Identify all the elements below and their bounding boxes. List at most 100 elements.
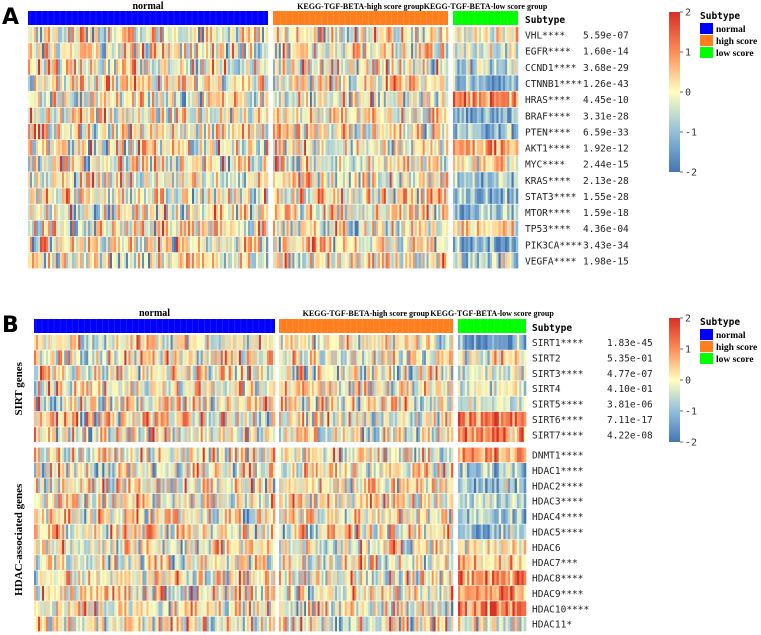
heat-cell xyxy=(321,335,324,350)
heat-cell xyxy=(342,396,346,412)
heat-cell xyxy=(358,123,361,140)
heat-cell xyxy=(331,381,334,396)
heat-cell xyxy=(106,365,109,381)
heat-cell xyxy=(114,396,117,412)
heat-cell xyxy=(443,335,446,350)
heat-cell xyxy=(130,139,133,156)
heat-cell xyxy=(238,172,241,188)
heat-cell xyxy=(502,236,506,253)
heat-cell xyxy=(492,139,495,156)
heat-cell xyxy=(246,123,249,140)
heat-cell xyxy=(122,172,125,188)
heat-cell xyxy=(381,107,385,124)
heat-cell xyxy=(436,252,439,269)
heat-cell xyxy=(34,107,37,124)
heat-cell xyxy=(395,220,398,237)
heat-cell xyxy=(228,75,231,91)
heat-cell xyxy=(479,139,482,156)
heat-cell xyxy=(56,335,59,350)
heat-cell xyxy=(226,107,229,124)
heat-cell xyxy=(100,107,103,124)
heat-cell xyxy=(198,27,201,43)
heat-cell xyxy=(262,188,265,204)
heat-cell xyxy=(208,220,211,237)
heat-cell xyxy=(252,123,255,140)
heat-cell xyxy=(379,236,383,253)
heat-cell xyxy=(498,59,501,75)
heat-cell xyxy=(238,27,241,43)
heat-cell xyxy=(64,107,67,124)
heat-cell xyxy=(387,107,390,124)
heat-cell xyxy=(86,156,89,172)
heat-cell xyxy=(511,220,514,237)
heat-cell xyxy=(68,252,71,269)
heat-cell xyxy=(505,75,508,91)
heat-cell xyxy=(296,381,299,396)
heat-cell xyxy=(268,396,272,412)
heat-cell xyxy=(319,75,322,91)
heat-cell xyxy=(94,172,97,188)
heat-cell xyxy=(519,350,522,366)
gene-label: MTOR**** xyxy=(525,208,571,219)
heat-cell xyxy=(282,43,285,59)
heat-cell xyxy=(202,43,205,59)
heat-cell xyxy=(507,365,511,381)
heat-cell xyxy=(200,335,203,350)
heat-cell xyxy=(226,236,229,253)
heat-cell xyxy=(220,252,223,269)
heat-cell xyxy=(370,156,373,172)
heat-cell xyxy=(36,75,39,91)
heat-cell xyxy=(321,27,324,43)
heat-cell xyxy=(407,172,410,188)
heat-cell xyxy=(496,27,499,43)
heat-cell xyxy=(416,236,420,253)
heat-cell xyxy=(184,156,187,172)
heat-cell xyxy=(294,43,297,59)
heat-cell xyxy=(381,172,385,188)
heat-cell xyxy=(32,252,35,269)
heat-cell xyxy=(298,365,301,381)
heat-cell xyxy=(455,91,458,108)
heat-cell xyxy=(343,75,346,91)
heat-cell xyxy=(252,107,255,124)
heat-cell xyxy=(500,123,504,140)
heat-cell xyxy=(302,123,305,140)
heat-cell xyxy=(256,252,259,269)
heat-cell xyxy=(266,335,270,350)
heat-cell xyxy=(74,27,77,43)
heat-cell xyxy=(458,365,461,381)
heat-cell xyxy=(266,27,269,43)
heat-cell xyxy=(395,188,398,204)
heat-cell xyxy=(84,59,87,75)
heat-cell xyxy=(80,172,83,188)
heat-cell xyxy=(28,123,31,140)
heat-cell xyxy=(311,27,315,43)
heat-cell xyxy=(374,75,377,91)
heat-cell xyxy=(438,91,441,108)
heat-cell xyxy=(449,335,452,350)
heat-cell xyxy=(36,91,39,108)
heat-cell xyxy=(403,252,406,269)
heat-cell xyxy=(264,139,267,156)
heat-cell xyxy=(100,43,103,59)
heat-cell xyxy=(170,236,173,253)
heat-cell xyxy=(158,236,161,253)
heat-cell xyxy=(104,75,107,91)
heat-cell xyxy=(483,220,486,237)
heat-cell xyxy=(78,139,81,156)
heat-cell xyxy=(435,396,438,412)
heat-cell xyxy=(156,107,159,124)
heat-cell xyxy=(282,91,285,108)
heat-cell xyxy=(323,252,326,269)
heat-cell xyxy=(429,365,433,381)
heat-cell xyxy=(82,220,85,237)
heat-cell xyxy=(442,91,445,108)
heat-cell xyxy=(68,236,71,253)
heat-cell xyxy=(36,252,39,269)
heat-cell xyxy=(210,156,213,172)
heat-cell xyxy=(216,220,219,237)
heat-cell xyxy=(142,396,145,412)
heat-cell xyxy=(262,107,265,124)
heat-cell xyxy=(162,252,165,269)
heat-cell xyxy=(138,107,141,124)
